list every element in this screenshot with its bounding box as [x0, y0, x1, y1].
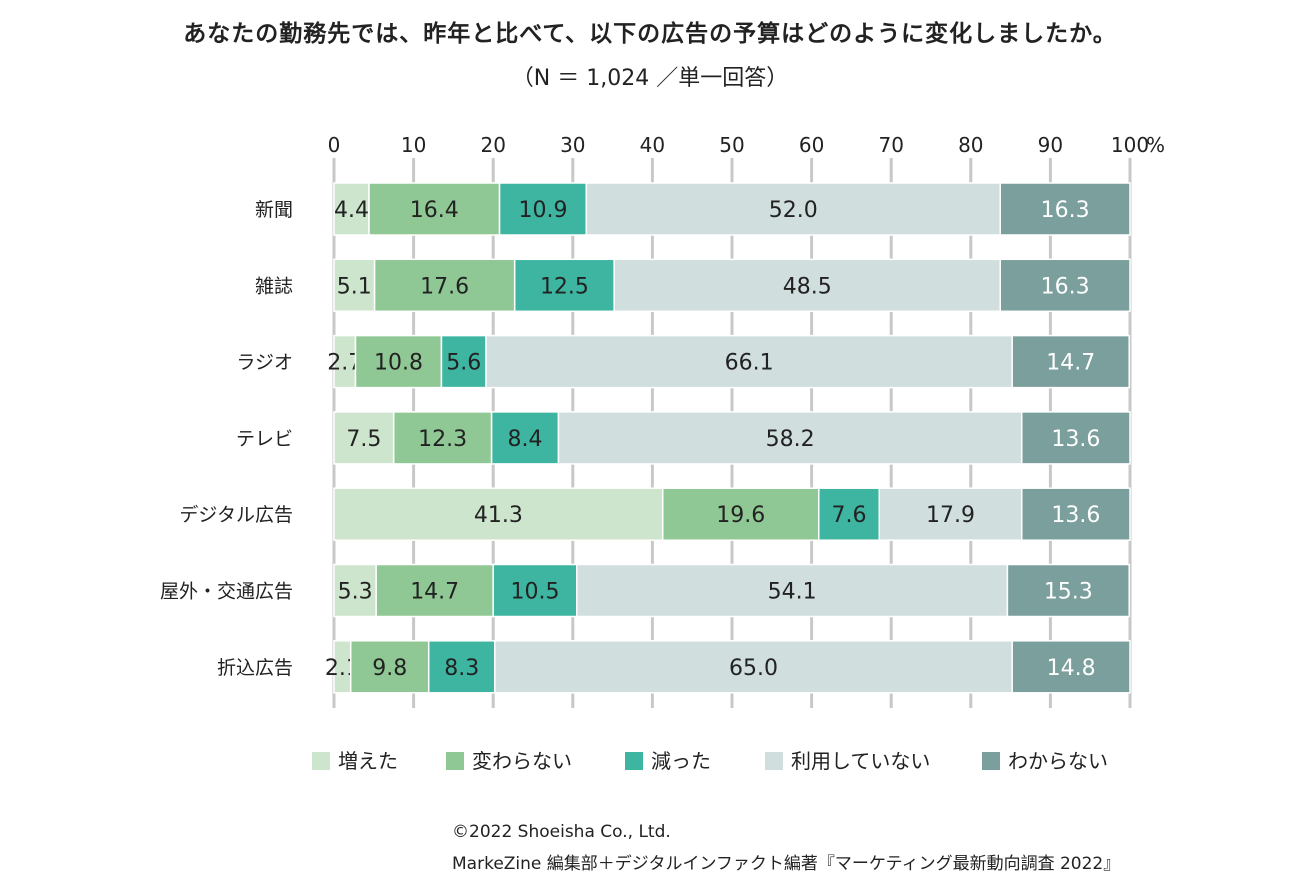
data-label: 7.5: [346, 427, 381, 452]
data-label: 12.5: [540, 274, 589, 299]
x-tick-label: 40: [640, 133, 665, 157]
x-tick-label: 50: [719, 133, 744, 157]
category-label: 屋外・交通広告: [160, 581, 293, 603]
bar-segment: [375, 563, 494, 618]
data-label: 66.1: [725, 351, 774, 376]
data-label: 10.9: [518, 198, 567, 223]
bar-segment: [613, 258, 1002, 313]
data-label: 52.0: [769, 198, 818, 223]
bar-segment: [661, 487, 820, 541]
data-label: 14.7: [410, 580, 459, 605]
bar-segment: [333, 563, 377, 618]
bar-segment: [354, 334, 443, 389]
legend-label: 変わらない: [472, 749, 572, 773]
bar-segment: [427, 640, 496, 694]
bar-segment: [1020, 487, 1131, 541]
x-unit-label: %: [1146, 133, 1165, 157]
x-tick-label: 80: [958, 133, 983, 157]
x-tick-label: 60: [799, 133, 824, 157]
category-label: デジタル広告: [179, 504, 293, 526]
x-tick-label: 20: [480, 133, 505, 157]
category-label: ラジオ: [236, 352, 293, 374]
x-tick-label: 30: [560, 133, 585, 157]
data-label: 14.7: [1046, 351, 1095, 376]
bar-segment: [513, 258, 615, 313]
bar-segment: [1020, 411, 1131, 465]
data-label: 16.3: [1041, 198, 1090, 223]
legend-label: 増えた: [338, 749, 398, 773]
legend-swatch: [982, 752, 1000, 770]
data-label: 12.3: [418, 427, 467, 452]
legend-label: 減った: [651, 749, 711, 773]
x-tick-label: 90: [1038, 133, 1063, 157]
data-label: 19.6: [716, 503, 765, 528]
source-credit: MarkeZine 編集部＋デジタルインファクト編著『マーケティング最新動向調査…: [452, 854, 1121, 874]
bar-segment: [333, 411, 395, 465]
data-label: 5.6: [446, 351, 481, 376]
data-label: 41.3: [474, 503, 523, 528]
data-label: 16.3: [1041, 274, 1090, 299]
data-label: 16.4: [410, 198, 459, 223]
chart-title: あなたの勤務先では、昨年と比べて、以下の広告の予算はどのように変化しましたか。: [183, 21, 1117, 47]
data-label: 58.2: [766, 427, 815, 452]
bar-segment: [485, 334, 1013, 389]
category-label: テレビ: [236, 428, 293, 450]
data-label: 4.4: [334, 198, 369, 223]
data-label: 8.3: [444, 656, 479, 681]
x-tick-label: 100: [1111, 133, 1149, 157]
data-label: 14.8: [1047, 656, 1096, 681]
bar-segment: [373, 258, 516, 313]
legend-label: 利用していない: [791, 749, 930, 773]
data-label: 10.8: [374, 351, 423, 376]
x-tick-label: 0: [328, 133, 341, 157]
chart-subtitle: （N ＝ 1,024 ／単一回答）: [511, 66, 789, 91]
legend-swatch: [625, 752, 643, 770]
bar-segment: [333, 182, 370, 236]
legend-label: わからない: [1008, 749, 1108, 773]
legend-swatch: [312, 752, 330, 770]
copyright-credit: ©2022 Shoeisha Co., Ltd.: [452, 822, 671, 842]
legend-swatch: [446, 752, 464, 770]
bar-segment: [1006, 563, 1130, 618]
data-label: 5.3: [338, 580, 373, 605]
bar-segment: [492, 563, 578, 618]
bar-segment: [557, 411, 1023, 465]
bar-segment: [1011, 334, 1130, 389]
bar-segment: [440, 334, 487, 389]
category-label: 新聞: [255, 199, 293, 221]
x-tick-label: 10: [401, 133, 426, 157]
data-label: 13.6: [1051, 427, 1100, 452]
data-label: 15.3: [1044, 580, 1093, 605]
bar-segment: [333, 487, 664, 541]
legend-swatch: [765, 752, 783, 770]
bar-segment: [490, 411, 560, 465]
bar-segment: [498, 182, 588, 236]
bar-segment: [1011, 640, 1131, 694]
bar-segment: [999, 258, 1131, 313]
data-label: 8.4: [508, 427, 543, 452]
data-label: 17.9: [926, 503, 975, 528]
bar-segment: [818, 487, 881, 541]
data-label: 7.6: [832, 503, 867, 528]
data-label: 9.8: [372, 656, 407, 681]
data-label: 65.0: [729, 656, 778, 681]
category-label: 折込広告: [217, 657, 293, 679]
data-label: 17.6: [420, 274, 469, 299]
x-tick-label: 70: [878, 133, 903, 157]
data-label: 10.5: [510, 580, 559, 605]
data-label: 5.1: [337, 274, 372, 299]
data-label: 48.5: [783, 274, 832, 299]
bar-segment: [878, 487, 1023, 541]
data-label: 54.1: [768, 580, 817, 605]
bar-segment: [494, 640, 1013, 694]
bar-segment: [392, 411, 493, 465]
bar-segment: [999, 182, 1131, 236]
data-label: 13.6: [1051, 503, 1100, 528]
category-label: 雑誌: [255, 275, 293, 297]
